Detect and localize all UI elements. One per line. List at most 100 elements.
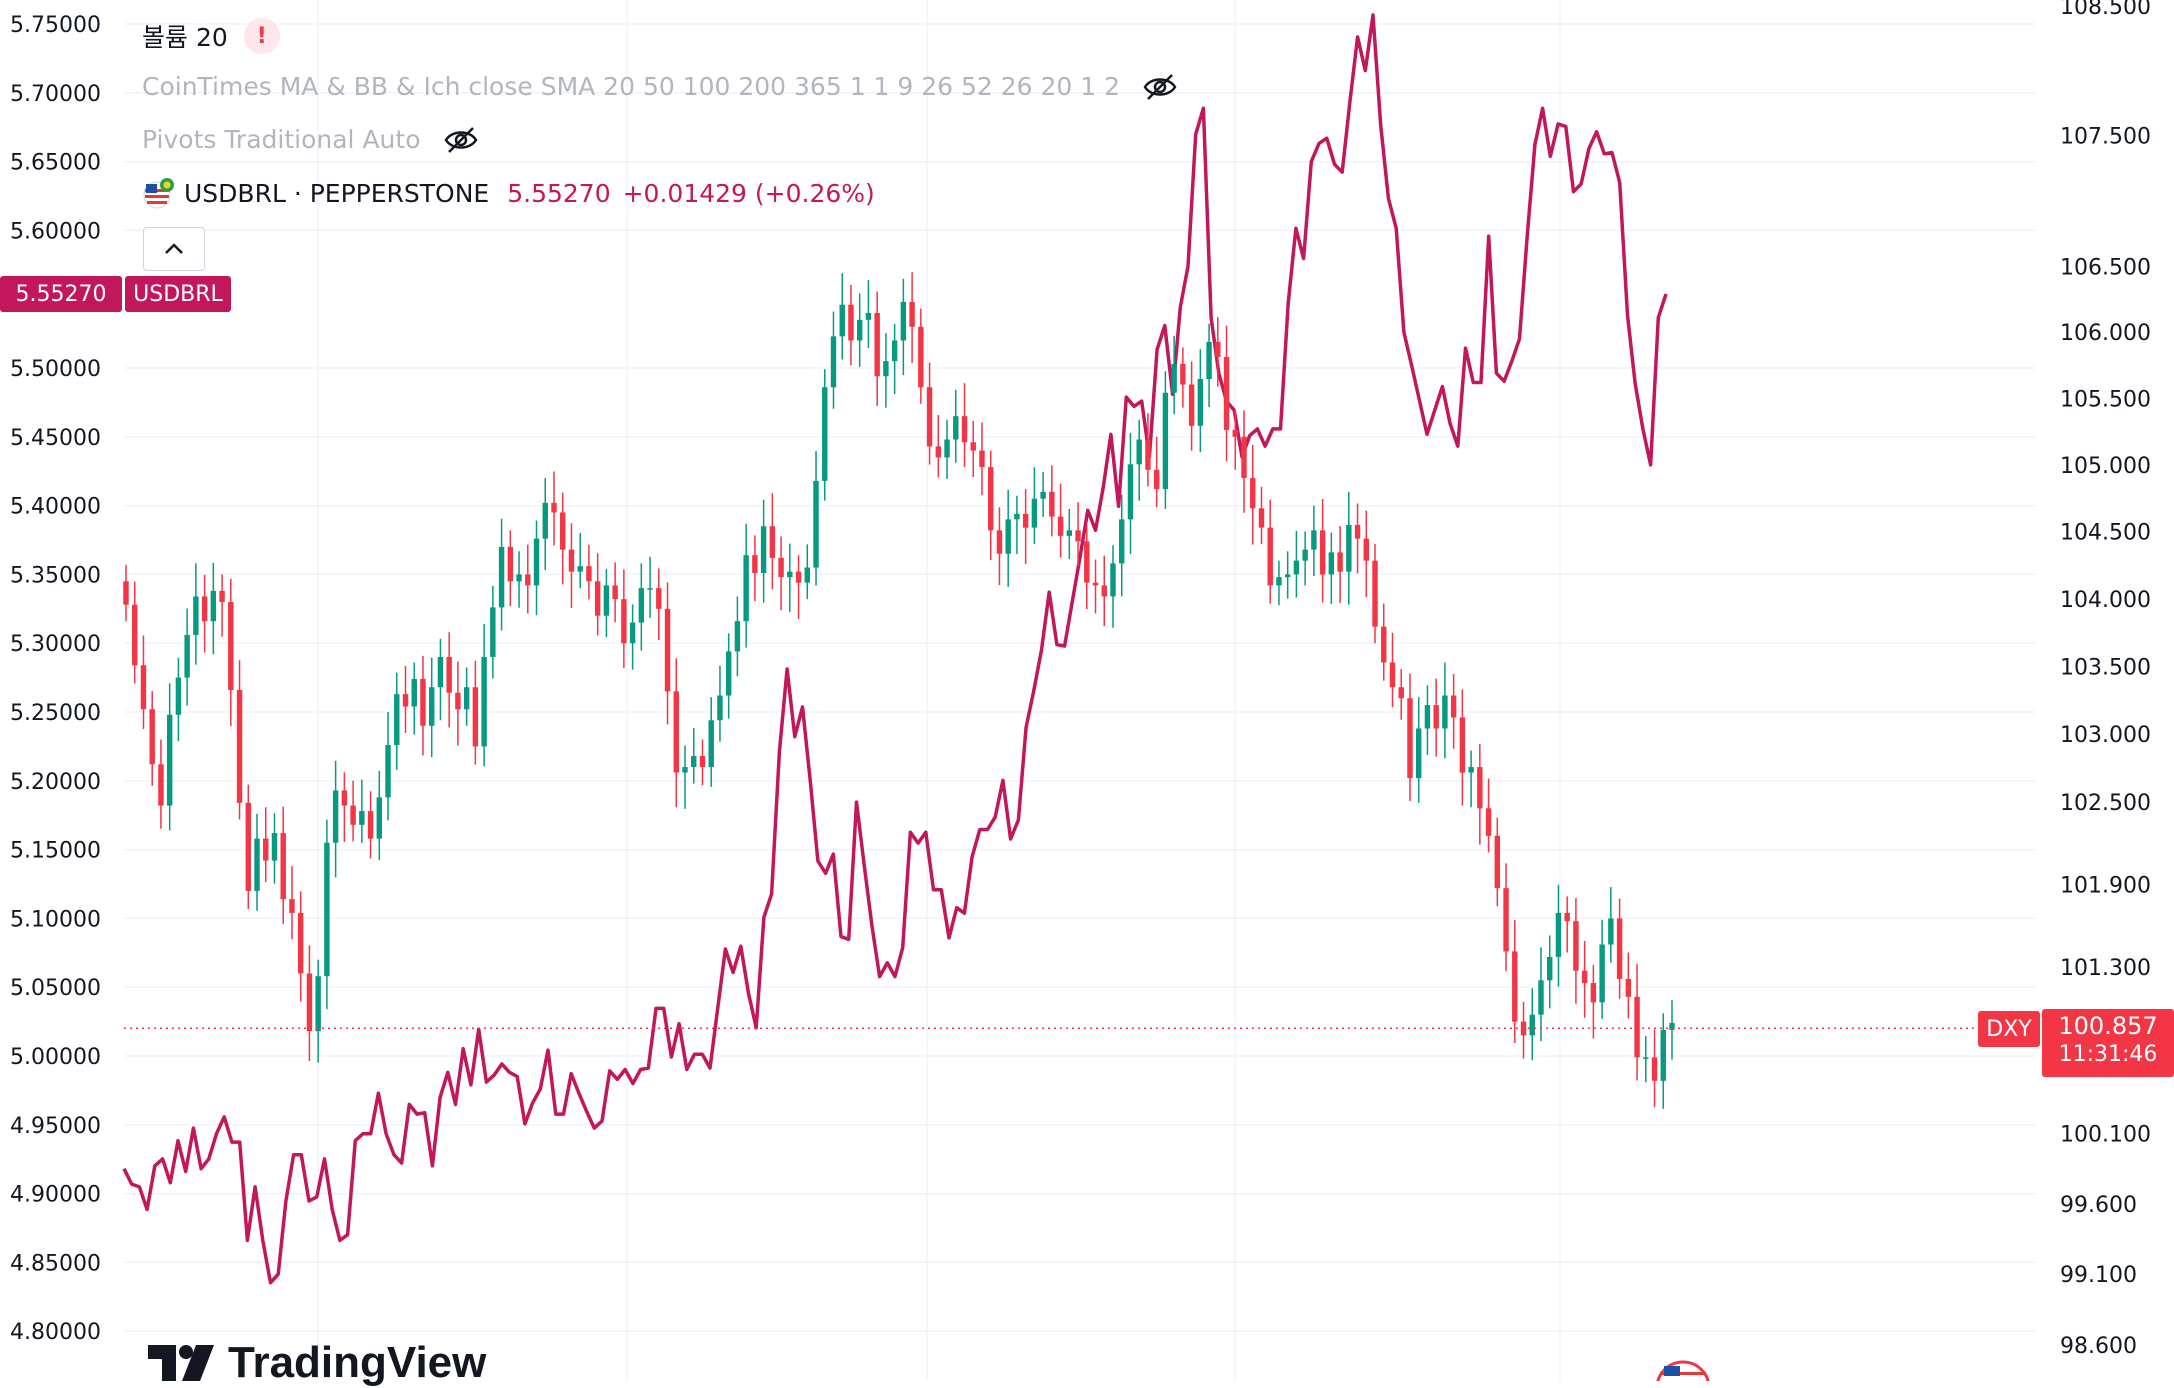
candle-body	[900, 301, 907, 341]
candle	[1110, 545, 1116, 628]
candle	[1084, 524, 1090, 610]
candle-body	[236, 689, 243, 803]
legend-indicator-row[interactable]: CoinTimes MA & BB & Ich close SMA 20 50 …	[142, 72, 1178, 101]
legend-pivots-row[interactable]: Pivots Traditional Auto	[142, 125, 479, 154]
right-price-axis[interactable]: 108.500 107.500 106.500 106.000 105.500 105.0…	[2060, 0, 2151, 1359]
candle	[359, 779, 365, 843]
candle-body	[1311, 530, 1317, 550]
candle-body	[1581, 970, 1588, 984]
candle	[1442, 662, 1448, 759]
candle	[1581, 940, 1588, 1018]
left-axis-tick-label: 5.00000	[10, 1045, 101, 1070]
right-axis-tick-label: 104.000	[2060, 588, 2151, 613]
candle-body	[1188, 384, 1195, 426]
candle	[1250, 445, 1256, 545]
candle	[289, 866, 295, 940]
left-axis-tick-label: 4.90000	[10, 1183, 101, 1208]
candle	[769, 493, 776, 590]
candle	[822, 369, 828, 501]
candle	[1293, 530, 1300, 598]
candle-body	[210, 590, 217, 622]
candle-body	[1258, 508, 1265, 528]
legend-volume: 볼륨 20	[142, 23, 228, 52]
candle	[865, 279, 872, 348]
legend-symbol-row[interactable]: USDBRL · PEPPERSTONE 5.55270 +0.01429 (+…	[142, 176, 875, 210]
candle	[909, 272, 915, 364]
candle	[848, 284, 854, 366]
candle	[1433, 678, 1439, 757]
candle	[271, 813, 278, 884]
collapse-legend-button[interactable]	[143, 227, 205, 271]
candle-body	[1468, 767, 1474, 773]
candle-body	[1442, 695, 1448, 729]
candle-body	[219, 590, 225, 602]
left-axis-tick-label: 5.35000	[10, 563, 101, 588]
candle	[1267, 499, 1273, 604]
candle-body	[1459, 717, 1466, 773]
candle-body	[498, 546, 505, 608]
candle	[1520, 1001, 1527, 1059]
candle	[647, 556, 653, 618]
candle-body	[1171, 363, 1177, 393]
candle-body	[525, 574, 531, 586]
candle-body	[245, 802, 251, 891]
candle-body	[1643, 1057, 1649, 1059]
left-price-axis[interactable]: 5.75000 5.70000 5.65000 5.60000 5.50000 5.450…	[10, 13, 101, 1345]
right-axis-tick-label: 99.100	[2060, 1263, 2137, 1288]
candle	[1031, 467, 1038, 545]
candle	[472, 660, 479, 765]
candle-body	[1180, 363, 1186, 385]
candle-body	[970, 442, 976, 451]
candle-body	[533, 538, 540, 586]
right-axis-tick-label: 103.000	[2060, 723, 2151, 748]
candle	[1162, 371, 1169, 509]
dxy-name-tag: DXY	[1978, 1011, 2040, 1047]
candle-body	[507, 546, 514, 582]
candle	[874, 291, 880, 406]
candle	[1459, 689, 1466, 806]
legend-change: +0.01429 (+0.26%)	[622, 178, 875, 208]
candle-body	[420, 678, 426, 726]
tradingview-logo[interactable]: TradingView	[148, 1338, 486, 1388]
candle	[691, 727, 697, 784]
candle-body	[787, 571, 793, 578]
candle-body	[839, 304, 845, 337]
candle-body	[1197, 379, 1204, 426]
candle-body	[350, 805, 356, 825]
candle	[1232, 410, 1238, 470]
candle	[1127, 432, 1134, 555]
candle-body	[411, 678, 417, 707]
eye-off-icon[interactable]	[1142, 73, 1178, 101]
candle-body	[1354, 524, 1361, 539]
candle-body	[1599, 944, 1605, 1003]
candle-body	[577, 566, 583, 572]
candle	[1616, 898, 1623, 999]
candle-body	[1477, 767, 1483, 809]
candle	[245, 784, 251, 910]
candle	[236, 660, 243, 820]
candle-body	[621, 599, 627, 644]
candle-body	[1634, 996, 1640, 1058]
legend-volume-row[interactable]: 볼륨 20 !	[142, 18, 280, 54]
candle-body	[656, 588, 662, 609]
left-axis-tick-label: 4.95000	[10, 1114, 101, 1139]
candle-body	[1215, 341, 1221, 357]
candle-body	[1608, 918, 1614, 945]
candle	[621, 569, 627, 668]
candle	[752, 535, 758, 602]
candle-body	[629, 622, 636, 644]
eye-off-icon[interactable]	[443, 126, 479, 154]
candle-body	[446, 656, 452, 693]
candle-body	[1433, 705, 1439, 729]
candle-body	[691, 756, 697, 768]
candle-body	[743, 555, 749, 622]
candle	[1153, 436, 1160, 508]
warning-icon[interactable]: !	[243, 18, 280, 54]
candle	[1398, 669, 1404, 720]
candle-body	[263, 838, 269, 861]
candle	[166, 683, 173, 831]
candle	[201, 574, 208, 653]
candle-body	[1555, 912, 1562, 957]
candle	[1014, 495, 1020, 555]
